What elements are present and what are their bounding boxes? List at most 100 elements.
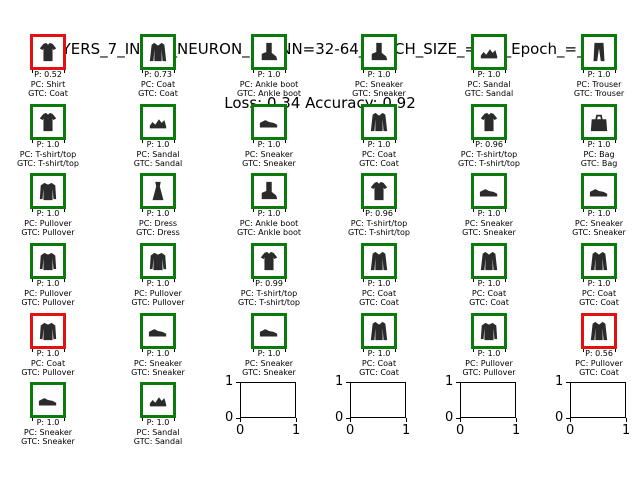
axis-ticks [30, 209, 66, 212]
sample-caption: P: 0.52 PC: Shirt GTC: Coat [0, 70, 103, 99]
correct-prediction-frame [30, 243, 66, 279]
sample-caption: P: 1.0 PC: Bag GTC: Bag [544, 140, 640, 169]
coat-icon [480, 251, 498, 271]
sample-caption: P: 1.0 PC: Dress GTC: Dress [103, 209, 213, 238]
probability-label: P: 1.0 [257, 140, 281, 149]
sample-cell [471, 104, 507, 143]
sample-cell [140, 173, 176, 212]
axis-ticks [140, 349, 176, 352]
coat-icon [149, 42, 167, 62]
correct-prediction-frame [361, 104, 397, 140]
sample-caption: P: 1.0 PC: Sneaker GTC: Sneaker [103, 349, 213, 378]
tshirt-icon [39, 112, 57, 132]
ground-truth-class-label: GTC: T-shirt/top [17, 159, 79, 168]
x-tick-mark [240, 418, 241, 422]
correct-prediction-frame [140, 173, 176, 209]
sample-cell [30, 34, 66, 73]
y-tick-label: 1 [225, 374, 234, 389]
axis-ticks [471, 279, 507, 282]
coat-icon [370, 321, 388, 341]
probability-label: P: 0.96 [475, 140, 503, 149]
correct-prediction-frame [30, 104, 66, 140]
predicted-class-label: PC: Coat [140, 79, 176, 89]
sample-caption: P: 1.0 PC: Sandal GTC: Sandal [434, 70, 544, 99]
sample-cell [581, 243, 617, 282]
correct-prediction-frame [471, 243, 507, 279]
x-tick-mark [350, 418, 351, 422]
empty-axes [460, 382, 516, 418]
correct-prediction-frame [251, 34, 287, 70]
dress-icon [152, 181, 164, 201]
sample-caption: P: 1.0 PC: Pullover GTC: Pullover [0, 209, 103, 238]
axis-ticks [251, 279, 287, 282]
correct-prediction-frame [581, 104, 617, 140]
correct-prediction-frame [251, 243, 287, 279]
sample-caption: P: 1.0 PC: Sneaker GTC: Sneaker [544, 209, 640, 238]
predicted-class-label: PC: Coat [30, 358, 66, 368]
predicted-class-label: PC: Coat [361, 358, 397, 368]
ground-truth-class-label: GTC: Coat [138, 89, 178, 98]
sample-cell [140, 382, 176, 421]
x-tick-label: 1 [622, 423, 631, 438]
probability-label: P: 0.52 [34, 70, 62, 79]
sample-cell [30, 104, 66, 143]
predicted-class-label: PC: Sneaker [354, 79, 404, 89]
axis-ticks [471, 349, 507, 352]
sample-cell [471, 243, 507, 282]
y-tick-mark [346, 418, 350, 419]
predicted-class-label: PC: T-shirt/top [240, 288, 298, 298]
probability-label: P: 1.0 [587, 209, 611, 218]
sample-caption: P: 1.0 PC: Pullover GTC: Pullover [0, 279, 103, 308]
predicted-class-label: PC: Pullover [24, 218, 72, 228]
trouser-icon [593, 42, 605, 62]
axis-ticks [471, 70, 507, 73]
bag-icon [590, 114, 608, 132]
correct-prediction-frame [361, 34, 397, 70]
predicted-class-label: PC: Ankle boot [239, 218, 299, 228]
correct-prediction-frame [361, 313, 397, 349]
sample-cell [251, 243, 287, 282]
ground-truth-class-label: GTC: Sneaker [21, 437, 75, 446]
probability-label: P: 1.0 [367, 140, 391, 149]
sample-cell [581, 173, 617, 212]
correct-prediction-frame [140, 243, 176, 279]
ground-truth-class-label: GTC: Sneaker [242, 159, 296, 168]
x-tick-mark [626, 418, 627, 422]
sample-caption: P: 1.0 PC: Sneaker GTC: Sneaker [324, 70, 434, 99]
y-tick-label: 0 [555, 410, 564, 425]
probability-label: P: 1.0 [257, 209, 281, 218]
pullover-icon [39, 322, 57, 341]
probability-label: P: 1.0 [146, 279, 170, 288]
sample-cell [251, 173, 287, 212]
correct-prediction-frame [140, 382, 176, 418]
sample-cell [30, 243, 66, 282]
empty-axes [240, 382, 296, 418]
correct-prediction-frame [251, 104, 287, 140]
probability-label: P: 1.0 [146, 349, 170, 358]
probability-label: P: 1.0 [36, 209, 60, 218]
sample-cell [140, 313, 176, 352]
sample-cell [361, 34, 397, 73]
correct-prediction-frame [30, 173, 66, 209]
predicted-class-label: PC: Sandal [136, 149, 180, 159]
x-tick-label: 0 [346, 423, 355, 438]
sample-caption: P: 1.0 PC: Coat GTC: Coat [324, 279, 434, 308]
correct-prediction-frame [140, 313, 176, 349]
predicted-class-label: PC: Sandal [136, 427, 180, 437]
pullover-icon [39, 182, 57, 201]
predicted-class-label: PC: Sneaker [244, 149, 294, 159]
probability-label: P: 1.0 [257, 349, 281, 358]
sample-cell [251, 104, 287, 143]
x-tick-label: 1 [292, 423, 301, 438]
probability-label: P: 1.0 [36, 418, 60, 427]
shirt-icon [39, 42, 57, 62]
ground-truth-class-label: GTC: Ankle boot [236, 89, 302, 98]
predicted-class-label: PC: Coat [581, 288, 617, 298]
sandal-icon [480, 49, 498, 59]
predicted-class-label: PC: Pullover [575, 358, 623, 368]
sneaker-icon [148, 329, 167, 337]
y-tick-mark [566, 418, 570, 419]
predicted-class-label: PC: Pullover [134, 288, 182, 298]
sample-caption: P: 1.0 PC: Ankle boot GTC: Ankle boot [214, 70, 324, 99]
sandal-icon [149, 397, 167, 407]
